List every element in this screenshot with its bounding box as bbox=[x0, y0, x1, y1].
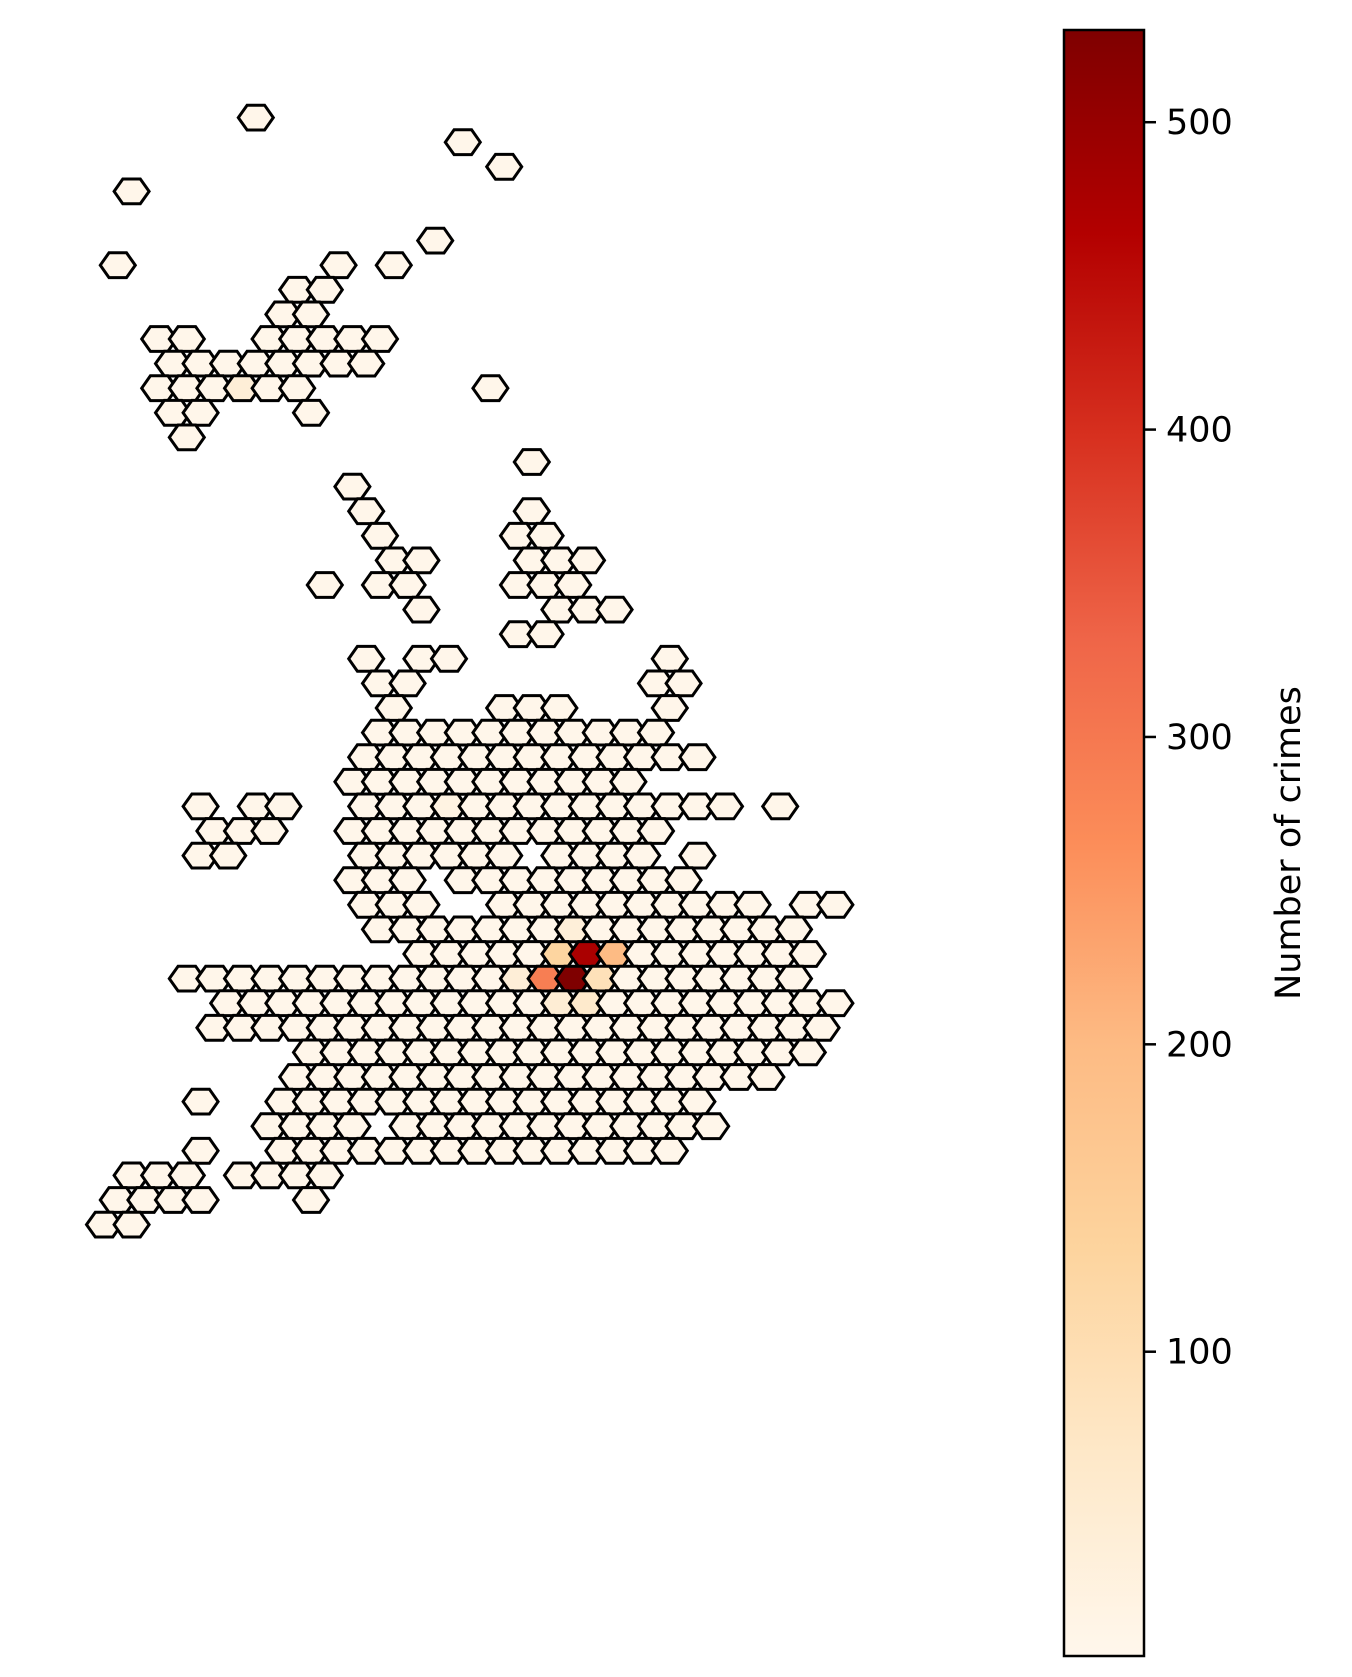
hexbin-cell bbox=[100, 253, 135, 278]
colorbar-ticks: 100 200 300 400 500 bbox=[1144, 103, 1233, 1372]
hexbin-cell bbox=[680, 745, 715, 770]
hexbin-cell bbox=[390, 671, 425, 696]
hexbin-cell bbox=[169, 425, 204, 450]
hexbin-cell bbox=[183, 1089, 218, 1114]
hexbin-cell bbox=[404, 892, 439, 917]
hexbin-cell bbox=[652, 646, 687, 671]
hexbin-cell bbox=[183, 400, 218, 425]
hexbin-cell bbox=[169, 327, 204, 352]
hexbin-cell bbox=[666, 671, 701, 696]
hexbin-cell bbox=[763, 794, 798, 819]
hexbin-cell bbox=[307, 277, 342, 302]
hexbin-cell bbox=[114, 179, 149, 204]
hexbin-cell bbox=[183, 1188, 218, 1213]
hexbin-cell bbox=[390, 573, 425, 598]
hexbin-cell bbox=[363, 327, 398, 352]
hexbin-cell bbox=[211, 843, 246, 868]
hexbin-cell bbox=[363, 523, 398, 548]
hexbin-cell bbox=[390, 868, 425, 893]
hexbin-cell bbox=[487, 843, 522, 868]
hexbin-cell bbox=[570, 548, 605, 573]
hexbin-cell bbox=[432, 646, 467, 671]
hexbin-cell bbox=[652, 1138, 687, 1163]
hexbin-cell bbox=[418, 228, 453, 253]
hexbin-cell bbox=[349, 646, 384, 671]
hexbin-cell bbox=[376, 696, 411, 721]
hexbin-cell bbox=[514, 499, 549, 524]
hexbin-cell bbox=[777, 966, 812, 991]
hexbin-cell bbox=[528, 523, 563, 548]
hexbin-cell bbox=[597, 597, 632, 622]
hexbin-cell bbox=[818, 991, 853, 1016]
hexbin-plot-area bbox=[87, 105, 853, 1237]
hexbin-cell bbox=[183, 1138, 218, 1163]
colorbar-tick-label: 200 bbox=[1166, 1025, 1233, 1065]
hexbin-cell bbox=[790, 942, 825, 967]
hexbin-cell bbox=[307, 573, 342, 598]
hexbin-cell bbox=[818, 892, 853, 917]
hexbin-cell bbox=[404, 597, 439, 622]
hexbin-cell bbox=[307, 1163, 342, 1188]
colorbar-label: Number of crimes bbox=[1269, 686, 1309, 1000]
hexbin-cell bbox=[749, 1065, 784, 1090]
hexbin-cell bbox=[611, 769, 646, 794]
hexbin-cell bbox=[777, 917, 812, 942]
colorbar-tick-label: 500 bbox=[1166, 103, 1233, 143]
hexbin-cell bbox=[114, 1212, 149, 1237]
hexbin-cell bbox=[487, 154, 522, 179]
hexbin-cell bbox=[625, 843, 660, 868]
colorbar-gradient-bar bbox=[1064, 30, 1144, 1656]
hexbin-cell bbox=[556, 573, 591, 598]
hexbin-cell bbox=[280, 376, 315, 401]
hexbin-cell bbox=[294, 400, 329, 425]
hexbin-cell bbox=[514, 450, 549, 475]
hexbin-cell bbox=[542, 696, 577, 721]
hexbin-cell bbox=[790, 1040, 825, 1065]
hexbin-cell bbox=[376, 253, 411, 278]
hexbin-cell bbox=[735, 892, 770, 917]
hexbin-cell bbox=[804, 1015, 839, 1040]
hexbin-cell bbox=[238, 105, 273, 130]
colorbar-tick-label: 300 bbox=[1166, 718, 1233, 758]
colorbar: 100 200 300 400 500 Number of crimes bbox=[1064, 30, 1309, 1656]
hexbin-cell bbox=[639, 720, 674, 745]
hexbin-cell bbox=[708, 794, 743, 819]
hexbin-cell bbox=[652, 696, 687, 721]
hexbin-cell bbox=[294, 1188, 329, 1213]
hexbin-cell bbox=[266, 794, 301, 819]
hexbin-cell bbox=[335, 474, 370, 499]
hexbin-cell bbox=[294, 302, 329, 327]
hexbin-cell bbox=[694, 1114, 729, 1139]
hexbin-cell bbox=[680, 843, 715, 868]
hexbin-cell bbox=[639, 819, 674, 844]
hexbin-cell bbox=[335, 1114, 370, 1139]
hexbin-cell bbox=[680, 1089, 715, 1114]
hexbin-cell bbox=[473, 376, 508, 401]
hexbin-cell bbox=[528, 622, 563, 647]
colorbar-tick-label: 400 bbox=[1166, 411, 1233, 451]
hexbin-cell bbox=[666, 868, 701, 893]
hexbin-cell bbox=[349, 351, 384, 376]
hexbin-cell bbox=[445, 130, 480, 155]
hexbin-cell bbox=[252, 819, 287, 844]
hexbin-cell bbox=[321, 253, 356, 278]
hexbin-cell bbox=[183, 794, 218, 819]
hexbin-cell bbox=[169, 1163, 204, 1188]
hexbin-cell bbox=[349, 499, 384, 524]
hexbin-cell bbox=[404, 548, 439, 573]
colorbar-tick-label: 100 bbox=[1166, 1333, 1233, 1373]
